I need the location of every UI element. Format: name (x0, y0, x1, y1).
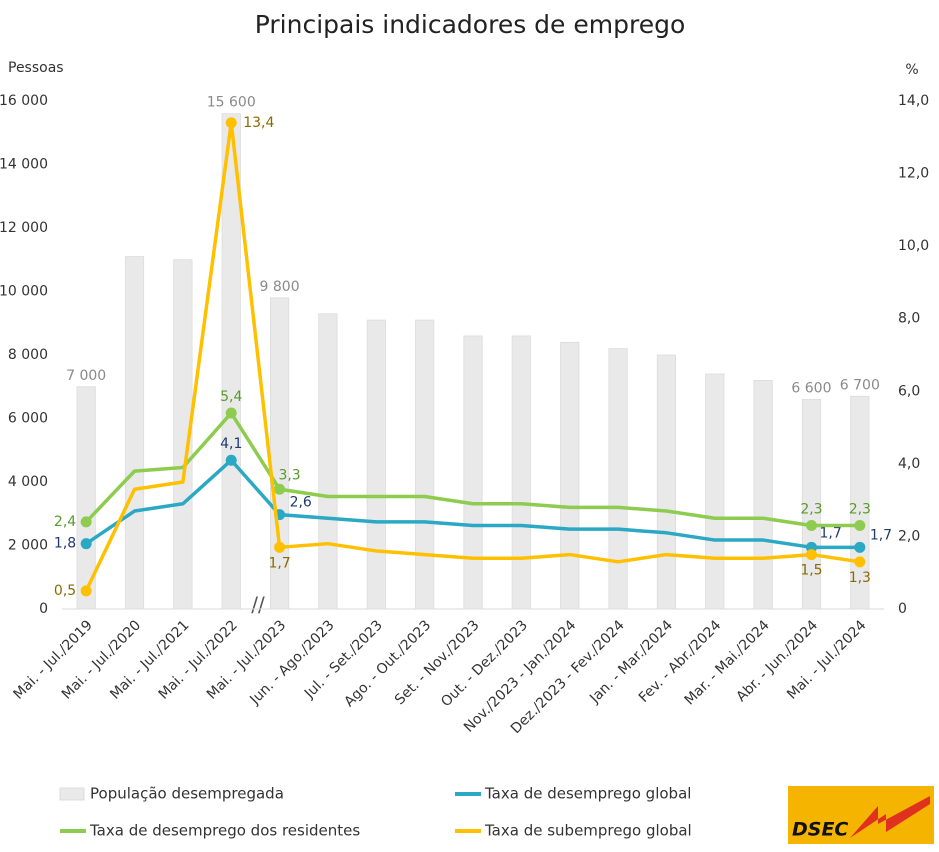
legend-label: Taxa de subemprego global (484, 822, 692, 840)
line-value-label: 4,1 (220, 436, 242, 452)
line-value-label: 1,8 (54, 536, 76, 552)
bar (124, 256, 145, 610)
x-tick-label: Abr. - Jun./2024 (733, 617, 821, 705)
line-value-label: 5,4 (220, 389, 242, 405)
bar (850, 395, 870, 610)
point (854, 556, 866, 568)
line-value-label: 1,5 (800, 563, 822, 579)
y-tick-label: 4 000 (8, 474, 48, 490)
bar (753, 379, 773, 610)
point (854, 541, 866, 553)
y2-axis-label: % (905, 62, 918, 78)
point (805, 549, 817, 561)
logo-text: DSEC (792, 819, 848, 841)
point (805, 520, 817, 532)
y-tick-label: 12 000 (0, 220, 48, 236)
y-tick-label: 2 000 (8, 538, 48, 554)
line (84, 411, 860, 528)
x-tick-label: Jun. - Ago./2023 (246, 617, 337, 708)
y-tick-label: 14 000 (0, 157, 48, 173)
bar (221, 113, 241, 610)
bar-value-label: 9 800 (260, 279, 300, 295)
y2-tick-label: 14,0 (898, 93, 929, 109)
legend-label: Taxa de desemprego global (484, 785, 691, 803)
x-tick-label: Out. - Dez./2023 (438, 617, 531, 710)
y-tick-label: 6 000 (8, 411, 48, 427)
y-axis-label: Pessoas (8, 60, 64, 76)
y-tick-label: 10 000 (0, 284, 48, 300)
y-tick-label: 16 000 (0, 93, 48, 109)
y2-tick-label: 6,0 (898, 383, 920, 399)
bar (608, 348, 628, 610)
line-value-label: 1,7 (870, 527, 892, 543)
x-tick-label: Set. - Nov./2023 (392, 617, 483, 708)
bar (415, 319, 435, 610)
line-value-label: 1,7 (819, 525, 841, 541)
line-value-label: 1,3 (849, 570, 871, 586)
y2-tick-label: 4,0 (898, 456, 920, 472)
line-value-label: 0,5 (54, 583, 76, 599)
y-tick-label: 0 (39, 601, 48, 617)
axis-break: // (251, 593, 265, 617)
y-tick-label: 8 000 (8, 347, 48, 363)
line-value-label: 1,7 (268, 555, 290, 571)
line-value-label: 2,4 (54, 514, 76, 530)
point (274, 541, 286, 553)
bar (366, 319, 386, 610)
bar-value-label: 7 000 (66, 368, 106, 384)
y2-tick-label: 0 (898, 601, 907, 617)
line-value-label: 13,4 (243, 115, 274, 131)
logo: DSEC (788, 786, 934, 844)
line-value-label: 2,3 (849, 502, 871, 518)
y2-tick-label: 10,0 (898, 238, 929, 254)
point (274, 483, 286, 495)
x-tick-label: Fev. - Abr./2024 (636, 617, 725, 706)
y2-tick-label: 2,0 (898, 528, 920, 544)
point (80, 585, 92, 597)
bar-value-label: 6 600 (791, 380, 831, 396)
y2-tick-label: 8,0 (898, 311, 920, 327)
bar (318, 313, 338, 610)
line-value-label: 2,6 (290, 495, 312, 511)
bar (173, 259, 193, 610)
legend-label: Taxa de desemprego dos residentes (89, 822, 360, 840)
legend-label: População desempregada (90, 785, 284, 803)
bar (511, 335, 531, 610)
line-value-label: 3,3 (278, 467, 300, 483)
x-tick-label: Mar. - Mai./2024 (682, 617, 773, 708)
bar (656, 354, 676, 610)
line (85, 458, 860, 550)
bar-value-label: 6 700 (840, 377, 880, 393)
y2-tick-label: 12,0 (898, 166, 929, 182)
x-tick-label: Ago. - Out./2023 (341, 617, 434, 710)
point (80, 516, 92, 528)
bar (76, 386, 96, 610)
bar-value-label: 15 600 (207, 95, 256, 111)
point (225, 407, 237, 419)
legend-swatch (59, 787, 85, 801)
bar (560, 341, 580, 610)
x-tick-label: Jan. - Mar./2024 (586, 617, 676, 707)
line (84, 121, 861, 592)
x-tick-label: Mai. - Jul./2019 (11, 617, 96, 702)
point (80, 538, 92, 550)
point (225, 454, 237, 466)
line-value-label: 2,3 (800, 502, 822, 518)
chart-title: Principais indicadores de emprego (255, 10, 686, 39)
point (225, 117, 237, 129)
point (854, 520, 866, 532)
bar (463, 335, 483, 610)
bar (705, 373, 725, 610)
